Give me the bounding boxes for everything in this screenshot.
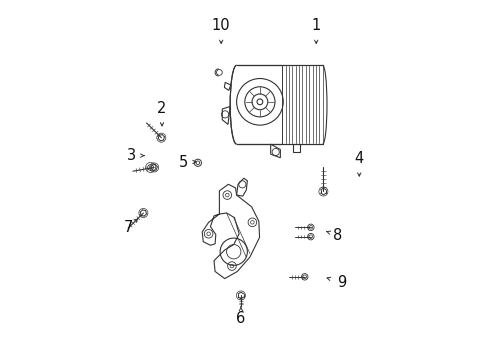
Text: 3: 3 xyxy=(127,148,136,163)
Text: 10: 10 xyxy=(211,18,230,33)
Text: 2: 2 xyxy=(157,101,166,116)
Text: 9: 9 xyxy=(336,275,345,290)
Text: 8: 8 xyxy=(332,228,342,243)
Text: 6: 6 xyxy=(236,311,245,325)
Text: 1: 1 xyxy=(311,18,320,33)
Text: 5: 5 xyxy=(179,154,188,170)
Text: 4: 4 xyxy=(354,151,363,166)
Text: 7: 7 xyxy=(123,220,132,235)
